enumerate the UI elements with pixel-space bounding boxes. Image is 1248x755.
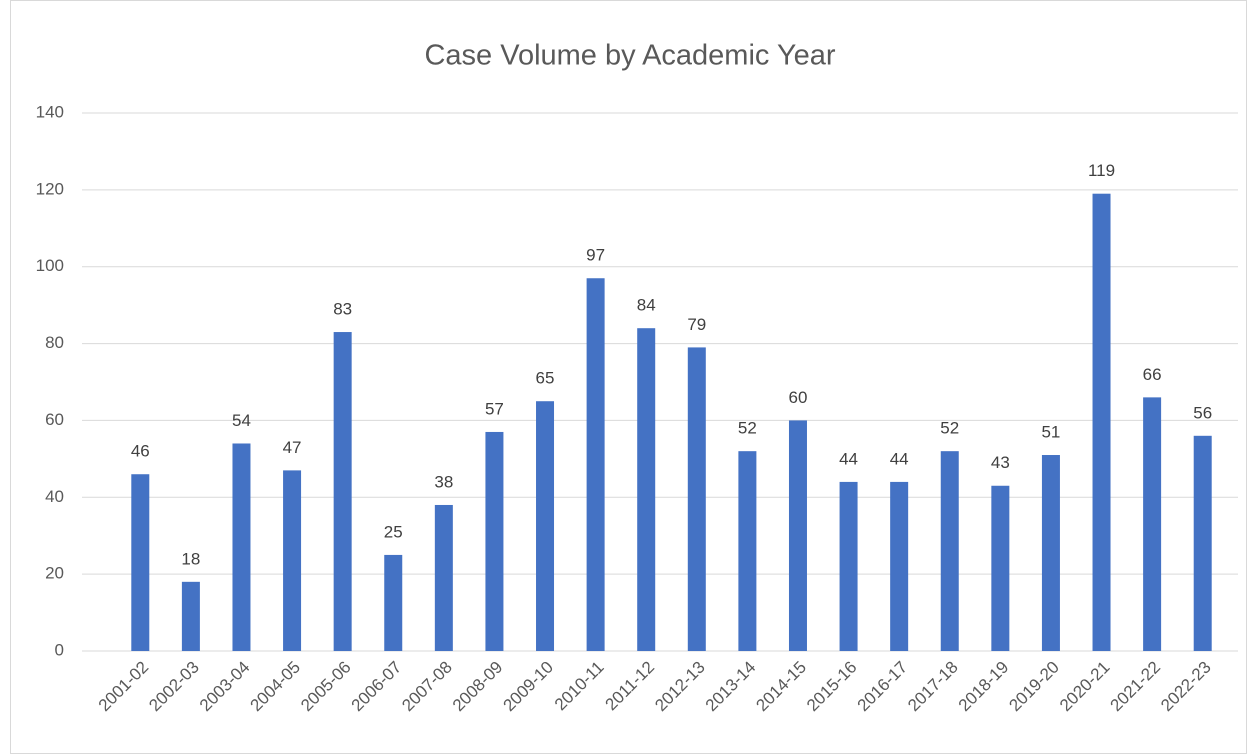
data-label: 56 — [1193, 403, 1212, 422]
chart-title: Case Volume by Academic Year — [424, 40, 835, 72]
data-label: 66 — [1143, 365, 1162, 384]
data-label: 44 — [839, 449, 858, 468]
bar — [637, 328, 656, 651]
data-label: 38 — [434, 472, 453, 491]
bar — [232, 443, 251, 651]
data-label: 119 — [1088, 161, 1115, 180]
bar — [788, 420, 807, 651]
chart-border — [10, 0, 1247, 754]
bar — [384, 554, 403, 651]
y-tick-label: 140 — [36, 102, 64, 121]
y-tick-label: 80 — [45, 333, 64, 352]
data-label: 25 — [384, 522, 403, 541]
bar — [434, 504, 453, 651]
bar — [738, 451, 757, 651]
bar — [687, 347, 706, 651]
data-label: 47 — [283, 438, 302, 457]
data-label: 83 — [333, 300, 352, 319]
bar — [890, 481, 909, 651]
data-label: 51 — [1041, 422, 1060, 441]
bar — [485, 431, 504, 651]
y-tick-label: 100 — [36, 256, 64, 275]
data-label: 46 — [131, 442, 150, 461]
bar — [940, 451, 959, 651]
y-tick-label: 0 — [55, 640, 64, 659]
data-label: 52 — [940, 419, 959, 438]
bar — [181, 581, 200, 651]
data-label: 60 — [789, 388, 808, 407]
y-tick-label: 60 — [45, 410, 64, 429]
bar — [1193, 435, 1212, 651]
bar — [991, 485, 1010, 651]
bar — [536, 401, 555, 651]
data-label: 57 — [485, 399, 504, 418]
bar — [1092, 193, 1111, 651]
y-tick-label: 120 — [36, 179, 64, 198]
data-label: 84 — [637, 296, 656, 315]
data-label: 97 — [586, 246, 605, 265]
data-label: 54 — [232, 411, 251, 430]
bar — [333, 332, 352, 651]
y-tick-label: 40 — [45, 487, 64, 506]
data-label: 44 — [890, 449, 909, 468]
data-label: 52 — [738, 419, 757, 438]
bar — [283, 470, 302, 651]
bar — [1041, 455, 1060, 651]
data-label: 18 — [181, 549, 200, 568]
bar — [131, 474, 150, 651]
data-label: 79 — [687, 315, 706, 334]
bar — [1143, 397, 1162, 651]
y-tick-label: 20 — [45, 564, 64, 583]
data-label: 65 — [536, 369, 555, 388]
bar — [839, 481, 858, 651]
data-label: 43 — [991, 453, 1010, 472]
bar — [586, 278, 605, 651]
